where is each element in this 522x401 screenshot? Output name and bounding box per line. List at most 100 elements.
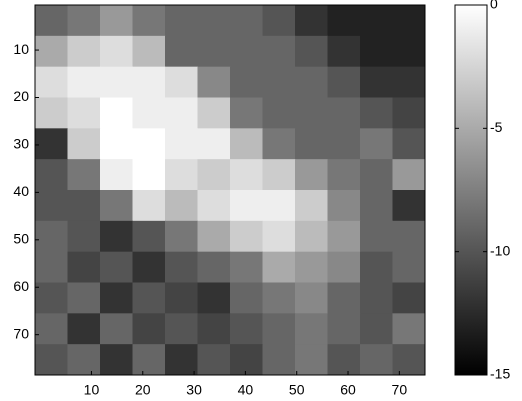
heatmap-cell [230, 36, 263, 67]
heatmap-cell [328, 36, 361, 67]
heatmap-cell [360, 221, 393, 252]
x-tick-label: 60 [340, 382, 356, 398]
heatmap-cell [100, 67, 133, 98]
heatmap-cell [35, 252, 68, 283]
heatmap-cell [328, 221, 361, 252]
heatmap-cell [35, 283, 68, 314]
heatmap-cell [133, 5, 166, 36]
heatmap-cell [328, 159, 361, 190]
heatmap-cell [295, 67, 328, 98]
heatmap-cell [295, 252, 328, 283]
heatmap-cell [198, 252, 231, 283]
heatmap-cell [230, 98, 263, 129]
y-tick-label: 20 [13, 88, 29, 104]
heatmap-cell [198, 67, 231, 98]
heatmap-cell [360, 98, 393, 129]
heatmap-cell [68, 344, 101, 375]
heatmap-cell [133, 98, 166, 129]
heatmap-cell [295, 98, 328, 129]
heatmap-cell [100, 283, 133, 314]
heatmap-cell [198, 344, 231, 375]
heatmap-cell [100, 159, 133, 190]
x-tick-label: 50 [289, 382, 305, 398]
heatmap-cell [133, 67, 166, 98]
heatmap-cell [295, 221, 328, 252]
heatmap-cell [198, 159, 231, 190]
heatmap-cell [68, 283, 101, 314]
heatmap-cell [263, 283, 296, 314]
heatmap-cell [198, 5, 231, 36]
heatmap-cell [68, 67, 101, 98]
heatmap-cell [35, 221, 68, 252]
heatmap-cell [263, 98, 296, 129]
heatmap-cell [100, 98, 133, 129]
heatmap-cell [295, 159, 328, 190]
heatmap-cell [393, 313, 426, 344]
heatmap-cell [198, 36, 231, 67]
heatmap-cell [100, 128, 133, 159]
heatmap-cell [230, 313, 263, 344]
heatmap-cell [165, 67, 198, 98]
heatmap-cell [360, 67, 393, 98]
x-tick-label: 20 [135, 382, 151, 398]
heatmap-cell [295, 128, 328, 159]
heatmap-cell [133, 128, 166, 159]
heatmap-cell [100, 36, 133, 67]
heatmap-cell [295, 190, 328, 221]
heatmap-cell [165, 36, 198, 67]
heatmap-cell [328, 5, 361, 36]
heatmap-cell [133, 36, 166, 67]
heatmap-cell [393, 98, 426, 129]
heatmap-cell [393, 283, 426, 314]
heatmap-cell [100, 344, 133, 375]
heatmap-cell [133, 313, 166, 344]
y-tick-label: 10 [13, 41, 29, 57]
heatmap-cell [360, 159, 393, 190]
heatmap-cell [198, 98, 231, 129]
heatmap-cell [68, 5, 101, 36]
heatmap-cell [328, 313, 361, 344]
x-tick-label: 30 [186, 382, 202, 398]
x-tick-label: 40 [238, 382, 254, 398]
heatmap-cell [393, 67, 426, 98]
heatmap-cell [230, 190, 263, 221]
heatmap-cell [393, 221, 426, 252]
heatmap-cell [230, 5, 263, 36]
colorbar-tick-label: -10 [490, 242, 510, 258]
heatmap-cell [263, 36, 296, 67]
heatmap-cell [263, 221, 296, 252]
heatmap-cell [263, 313, 296, 344]
heatmap-cell [100, 190, 133, 221]
heatmap-cell [360, 128, 393, 159]
y-tick-label: 40 [13, 183, 29, 199]
heatmap-cell [263, 344, 296, 375]
heatmap-cell [198, 128, 231, 159]
heatmap-cell [295, 283, 328, 314]
heatmap-cell [263, 5, 296, 36]
heatmap-cell [360, 252, 393, 283]
heatmap-cell [133, 344, 166, 375]
heatmap-cell [328, 128, 361, 159]
y-tick-label: 30 [13, 136, 29, 152]
heatmap-cell [68, 313, 101, 344]
heatmap-cell [393, 252, 426, 283]
heatmap-cell [198, 190, 231, 221]
heatmap-cell [165, 159, 198, 190]
heatmap-cell [295, 5, 328, 36]
heatmap-cell [328, 344, 361, 375]
heatmap-cell [263, 252, 296, 283]
x-tick-label: 10 [84, 382, 100, 398]
heatmap-cell [35, 67, 68, 98]
heatmap-cell [328, 190, 361, 221]
heatmap-cell [360, 283, 393, 314]
heatmap-cell [35, 36, 68, 67]
heatmap-cell [328, 98, 361, 129]
heatmap-cell [393, 344, 426, 375]
heatmap-cell [165, 221, 198, 252]
heatmap-cell [328, 283, 361, 314]
heatmap-cell [165, 98, 198, 129]
heatmap-cell [263, 67, 296, 98]
heatmap-cell [100, 5, 133, 36]
heatmap-cell [360, 5, 393, 36]
heatmap-cell [100, 252, 133, 283]
